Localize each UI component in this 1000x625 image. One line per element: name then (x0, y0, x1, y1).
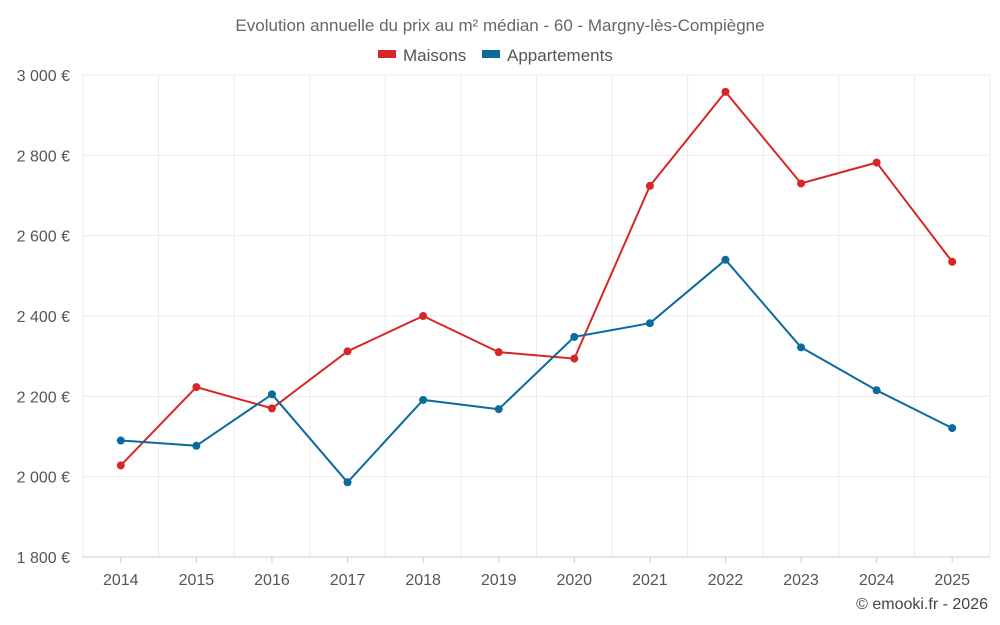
data-point-appartements-2022[interactable] (721, 255, 730, 264)
data-point-maisons-2021[interactable] (645, 181, 654, 190)
legend: Maisons Appartements (378, 46, 613, 65)
y-tick-label: 1 800 € (17, 550, 70, 567)
x-tick-label: 2019 (481, 572, 517, 589)
series-line-maisons (120, 90, 953, 467)
legend-item-maisons[interactable]: Maisons (378, 46, 466, 65)
data-point-maisons-2025[interactable] (948, 257, 957, 266)
legend-item-appartements[interactable]: Appartements (482, 46, 613, 65)
legend-swatch-maisons (378, 50, 396, 58)
data-point-maisons-2020[interactable] (570, 354, 579, 363)
legend-label-appartements: Appartements (507, 46, 613, 65)
x-tick-label: 2022 (708, 572, 744, 589)
y-tick-label: 2 400 € (17, 309, 70, 326)
x-tick-label: 2016 (254, 572, 290, 589)
data-point-appartements-2016[interactable] (267, 390, 276, 399)
grid (82, 74, 991, 557)
x-tick-label: 2020 (556, 572, 592, 589)
data-point-maisons-2024[interactable] (872, 158, 881, 167)
y-tick-label: 2 800 € (17, 148, 70, 165)
x-tick-label: 2023 (783, 572, 819, 589)
y-tick-label: 2 200 € (17, 389, 70, 406)
y-tick-label: 2 600 € (17, 229, 70, 246)
data-point-maisons-2022[interactable] (721, 87, 730, 96)
data-point-appartements-2017[interactable] (343, 478, 352, 487)
data-point-appartements-2018[interactable] (419, 395, 428, 404)
axes: 1 800 € 2 000 € 2 200 € 2 400 € 2 600 € 2 800… (17, 68, 990, 589)
data-point-appartements-2021[interactable] (645, 319, 654, 328)
data-point-appartements-2020[interactable] (570, 332, 579, 341)
y-tick-label: 3 000 € (17, 68, 70, 85)
data-point-maisons-2016[interactable] (267, 404, 276, 413)
data-point-appartements-2019[interactable] (494, 405, 503, 414)
chart-title: Evolution annuelle du prix au m² médian … (235, 16, 764, 35)
series-line-appartements (120, 258, 953, 484)
legend-swatch-appartements (482, 50, 500, 58)
x-tick-label: 2015 (179, 572, 215, 589)
credit-text: © emooki.fr - 2026 (856, 596, 988, 613)
data-point-appartements-2025[interactable] (948, 424, 957, 433)
data-point-maisons-2023[interactable] (797, 179, 806, 188)
legend-label-maisons: Maisons (403, 46, 466, 65)
data-point-maisons-2018[interactable] (419, 312, 428, 320)
x-tick-label: 2021 (632, 572, 668, 589)
x-tick-label: 2018 (405, 572, 441, 589)
series-layer (116, 87, 957, 487)
x-tick-label: 2025 (934, 572, 970, 589)
y-tick-label: 2 000 € (17, 470, 70, 487)
data-point-maisons-2019[interactable] (494, 348, 503, 357)
data-point-appartements-2023[interactable] (797, 343, 806, 352)
data-point-appartements-2024[interactable] (872, 386, 881, 395)
data-point-maisons-2014[interactable] (116, 461, 125, 470)
x-tick-label: 2014 (103, 572, 139, 589)
data-point-maisons-2015[interactable] (192, 383, 201, 392)
x-tick-label: 2017 (330, 572, 366, 589)
data-point-appartements-2014[interactable] (116, 436, 125, 445)
data-point-maisons-2017[interactable] (343, 347, 352, 356)
x-tick-label: 2024 (859, 572, 895, 589)
data-point-appartements-2015[interactable] (192, 441, 201, 450)
